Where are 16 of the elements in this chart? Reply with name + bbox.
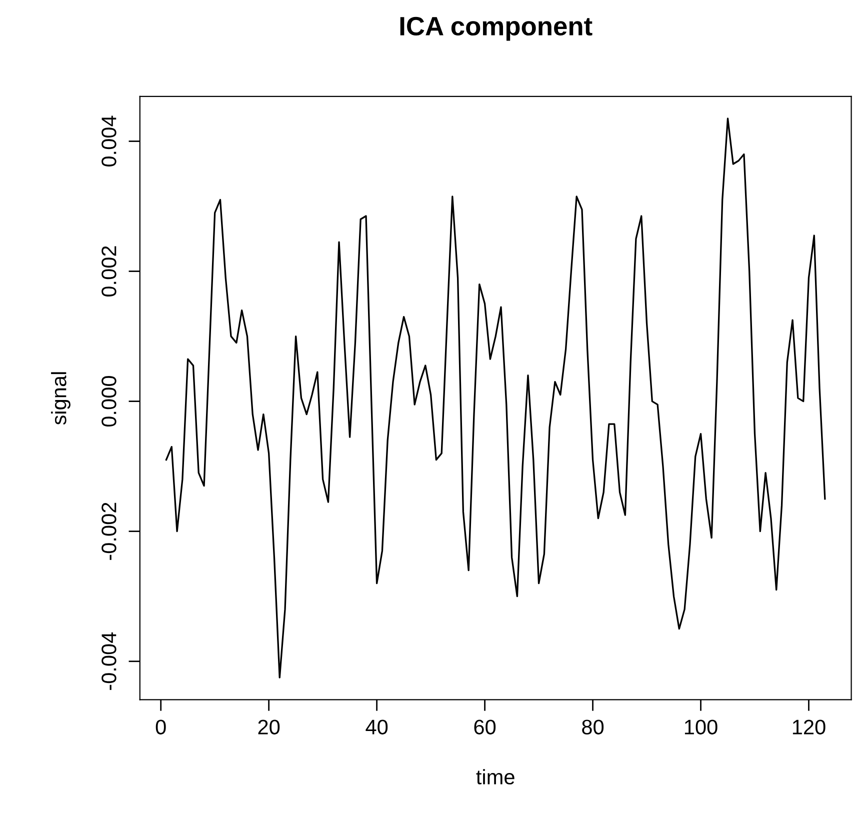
y-tick-label: 0.000	[102, 376, 116, 427]
x-tick-label: 20	[258, 720, 280, 734]
x-axis-title: time	[476, 769, 514, 784]
x-tick-label: 40	[366, 720, 388, 734]
y-tick-label: -0.002	[102, 502, 116, 560]
y-tick-label: -0.004	[102, 632, 116, 690]
x-tick-label: 100	[684, 720, 718, 734]
chart-title: ICA component	[400, 16, 592, 41]
y-tick-label: 0.002	[102, 246, 116, 297]
line-series	[165, 118, 826, 678]
y-axis-title: signal	[51, 372, 70, 425]
x-tick-label: 80	[582, 720, 604, 734]
x-tick-label: 0	[156, 720, 166, 734]
x-tick-label: 120	[792, 720, 826, 734]
x-tick-label: 60	[474, 720, 496, 734]
y-tick-label: 0.004	[102, 116, 116, 167]
